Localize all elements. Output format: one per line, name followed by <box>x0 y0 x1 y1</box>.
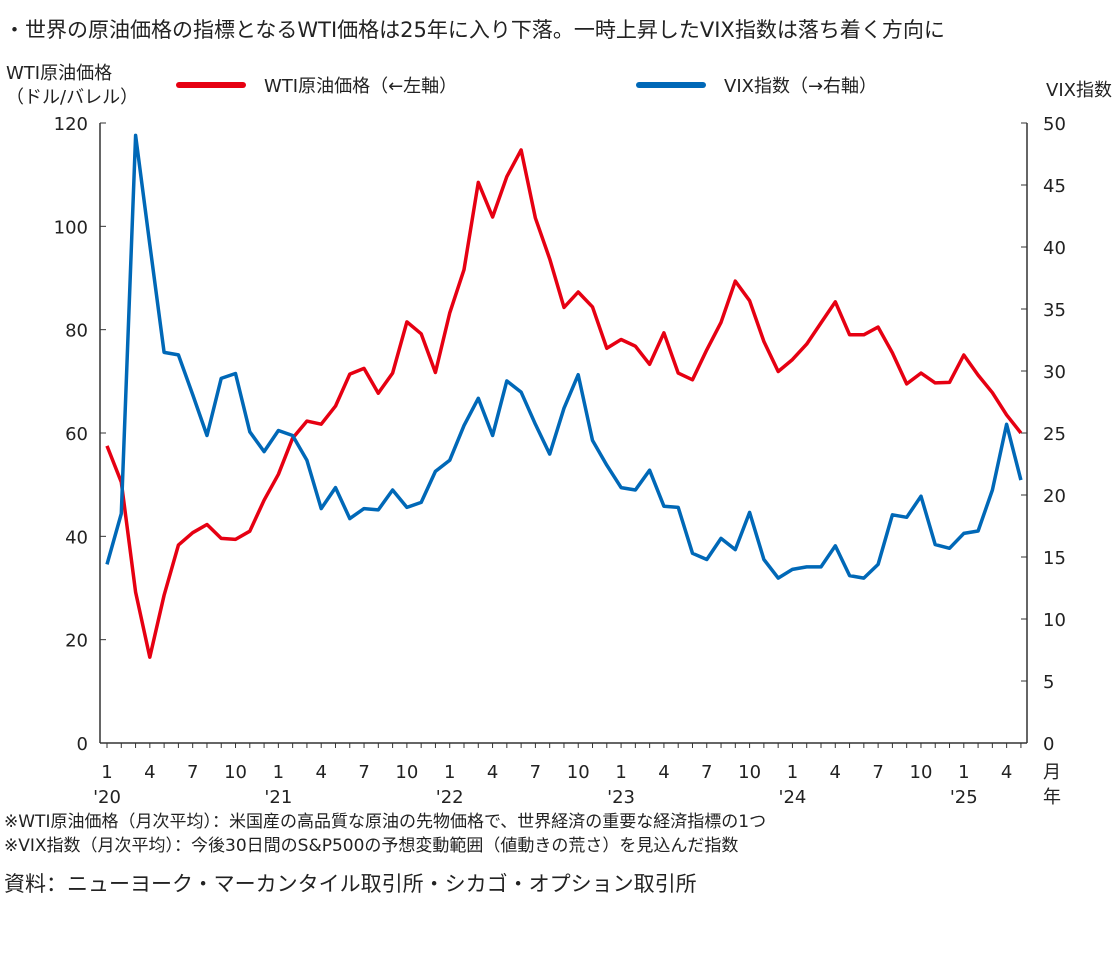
left-axis-label: WTI原油価格 （ドル/バレル） <box>6 62 138 110</box>
x-tick-label-month: 1 <box>273 762 284 783</box>
x-tick-label-month: 1 <box>615 762 626 783</box>
wti-line <box>105 148 1023 659</box>
right-tick-label: 5 <box>1043 672 1054 693</box>
x-tick-label-month: 4 <box>144 762 155 783</box>
x-tick-label-month: 1 <box>101 762 112 783</box>
x-tick-label-month: 7 <box>530 762 541 783</box>
right-tick-label: 0 <box>1043 734 1054 755</box>
right-tick-label: 45 <box>1043 176 1066 197</box>
right-tick-label: 20 <box>1043 486 1066 507</box>
x-tick-label-year: '21 <box>264 787 292 808</box>
x-tick-label-month: 4 <box>830 762 841 783</box>
x-tick-label-year: '20 <box>93 787 121 808</box>
x-tick-label-month: 7 <box>187 762 198 783</box>
x-tick-label-month: 4 <box>315 762 326 783</box>
right-tick-label: 40 <box>1043 238 1066 259</box>
x-tick-label-year: '22 <box>436 787 464 808</box>
x-tick-label-month: 10 <box>224 762 247 783</box>
legend-wti-swatch <box>176 82 246 88</box>
x-tick-label-month: 1 <box>444 762 455 783</box>
x-tick-label-month: 1 <box>787 762 798 783</box>
x-tick-label-year: '24 <box>779 787 807 808</box>
chart-title: ・世界の原油価格の指標となるWTI価格は25年に入り下落。一時上昇したVIX指数… <box>4 18 945 42</box>
x-tick-label-year: '23 <box>607 787 635 808</box>
x-tick-label-month: 7 <box>701 762 712 783</box>
footnote-wti: ※WTI原油価格（月次平均）：米国産の高品質な原油の先物価格で、世界経済の重要な… <box>4 812 767 832</box>
right-tick-label: 25 <box>1043 424 1066 445</box>
x-tick-label-month: 1 <box>958 762 969 783</box>
left-tick-label: 0 <box>77 734 88 755</box>
x-tick-label-month: 10 <box>395 762 418 783</box>
x-unit-year: 年 <box>1043 787 1061 808</box>
x-tick-label-year: '25 <box>950 787 978 808</box>
left-axis-label-line1: WTI原油価格 <box>6 63 113 84</box>
x-tick-label-month: 4 <box>1001 762 1012 783</box>
right-tick-label: 50 <box>1043 114 1066 135</box>
right-tick-label: 15 <box>1043 548 1066 569</box>
left-tick-label: 80 <box>65 321 88 342</box>
right-tick-label: 10 <box>1043 610 1066 631</box>
legend-vix-label: VIX指数（→右軸） <box>724 76 878 97</box>
left-axis-label-line2: （ドル/バレル） <box>6 87 139 108</box>
x-tick-label-month: 7 <box>872 762 883 783</box>
x-tick-label-month: 7 <box>358 762 369 783</box>
x-tick-label-month: 10 <box>567 762 590 783</box>
x-unit-month: 月 <box>1043 762 1061 783</box>
legend-vix: VIX指数（→右軸） <box>636 72 877 98</box>
left-tick-label: 60 <box>65 424 88 445</box>
left-tick-label: 20 <box>65 631 88 652</box>
right-axis-label: VIX指数 <box>1046 80 1112 101</box>
legend-vix-swatch <box>636 82 706 88</box>
x-tick-label-month: 4 <box>487 762 498 783</box>
x-tick-label-month: 10 <box>738 762 761 783</box>
x-tick-label-month: 10 <box>910 762 933 783</box>
right-tick-label: 35 <box>1043 300 1066 321</box>
source-note: 資料：ニューヨーク・マーカンタイル取引所・シカゴ・オプション取引所 <box>4 872 697 896</box>
vix-line <box>105 133 1023 580</box>
right-tick-label: 30 <box>1043 362 1066 383</box>
legend-wti-label: WTI原油価格（←左軸） <box>264 76 458 97</box>
left-tick-label: 120 <box>54 114 88 135</box>
footnotes: ※WTI原油価格（月次平均）：米国産の高品質な原油の先物価格で、世界経済の重要な… <box>4 810 766 858</box>
left-tick-label: 100 <box>54 217 88 238</box>
footnote-vix: ※VIX指数（月次平均）：今後30日間のS&P500の予想変動範囲（値動きの荒さ… <box>4 836 739 856</box>
legend-wti: WTI原油価格（←左軸） <box>176 72 457 98</box>
x-tick-label-month: 4 <box>658 762 669 783</box>
left-tick-label: 40 <box>65 527 88 548</box>
